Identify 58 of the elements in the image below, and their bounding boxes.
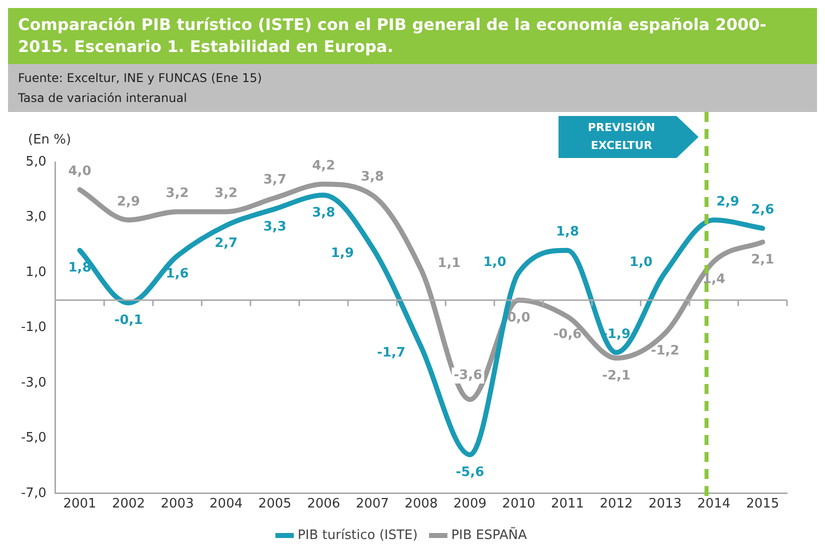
data-label: 0,0 (507, 310, 530, 326)
data-label: 3,2 (166, 186, 189, 202)
data-label: -0,1 (114, 313, 143, 328)
legend-label: PIB ESPAÑA (451, 526, 528, 543)
x-tick-label: 2001 (63, 496, 96, 512)
x-tick-label: 2013 (648, 496, 682, 512)
data-label: 2,6 (751, 202, 774, 218)
data-label: 4,0 (68, 164, 92, 179)
x-tick-label: 2007 (356, 496, 389, 512)
data-label: 1,0 (483, 254, 506, 270)
x-tick-label: 2012 (600, 496, 633, 512)
data-label: 2,9 (117, 194, 140, 210)
x-tick-label: 2011 (550, 496, 584, 512)
legend-label: PIB turístico (ISTE) (298, 528, 418, 543)
text: PREVISIÓN EXCELTUR (588, 120, 656, 152)
data-label: 3,8 (312, 206, 336, 221)
data-label: -1,9 (602, 326, 631, 342)
data-label: 1,0 (630, 254, 653, 270)
y-tick-label: -3,0 (20, 375, 46, 390)
x-tick-label: 2009 (453, 496, 487, 512)
x-tick-label: 2004 (210, 496, 243, 512)
chart-title: Comparación PIB turístico (ISTE) con el PIB general de la economía española 2000-2015. Escenario 1. Estabilidad en Europa. (8, 8, 817, 64)
x-tick-label: 2006 (307, 496, 340, 512)
data-label: 1,1 (438, 256, 461, 272)
x-tick-label: 2008 (404, 496, 438, 512)
data-label: 2,1 (751, 252, 774, 268)
x-tick-label: 2014 (697, 496, 730, 512)
x-tick-label: 2015 (746, 496, 780, 512)
data-label: 1,9 (330, 246, 354, 261)
data-label: 2,9 (716, 194, 740, 210)
y-axis-title: (En %) (28, 132, 72, 148)
data-label: 1,6 (166, 266, 189, 282)
data-label: 1,4 (702, 272, 726, 287)
x-tick-label: 2003 (160, 496, 194, 512)
data-label: -2,1 (602, 368, 631, 384)
data-label: 2,7 (214, 236, 238, 251)
data-label: 4,2 (312, 158, 336, 174)
data-label: -5,6 (456, 465, 484, 480)
y-tick-label: -5,0 (20, 430, 46, 446)
y-tick-label: 5,0 (26, 154, 46, 170)
source-note: Fuente: Exceltur, INE y FUNCAS (Ene 15) (18, 70, 263, 87)
y-tick-label: 1,0 (26, 264, 46, 280)
x-tick-label: 2002 (112, 496, 146, 512)
y-tick-label: -7,0 (20, 486, 46, 501)
data-label: 3,3 (263, 219, 286, 234)
data-label: -3,6 (454, 368, 482, 383)
y-tick-label: -1,0 (20, 320, 46, 336)
data-label: 3,2 (214, 186, 238, 202)
data-label: 3,8 (360, 170, 384, 185)
data-label: -1,2 (650, 344, 680, 359)
x-tick-label: 2010 (502, 496, 536, 512)
data-label: 1,8 (556, 224, 580, 240)
x-tick-label: 2005 (258, 496, 292, 512)
y-tick-label: 3,0 (26, 210, 46, 225)
data-label: 3,7 (263, 172, 286, 188)
data-label: -1,7 (376, 345, 406, 360)
chart-subtitle: Tasa de variación interanual (18, 90, 188, 107)
data-label: -0,6 (553, 327, 582, 342)
